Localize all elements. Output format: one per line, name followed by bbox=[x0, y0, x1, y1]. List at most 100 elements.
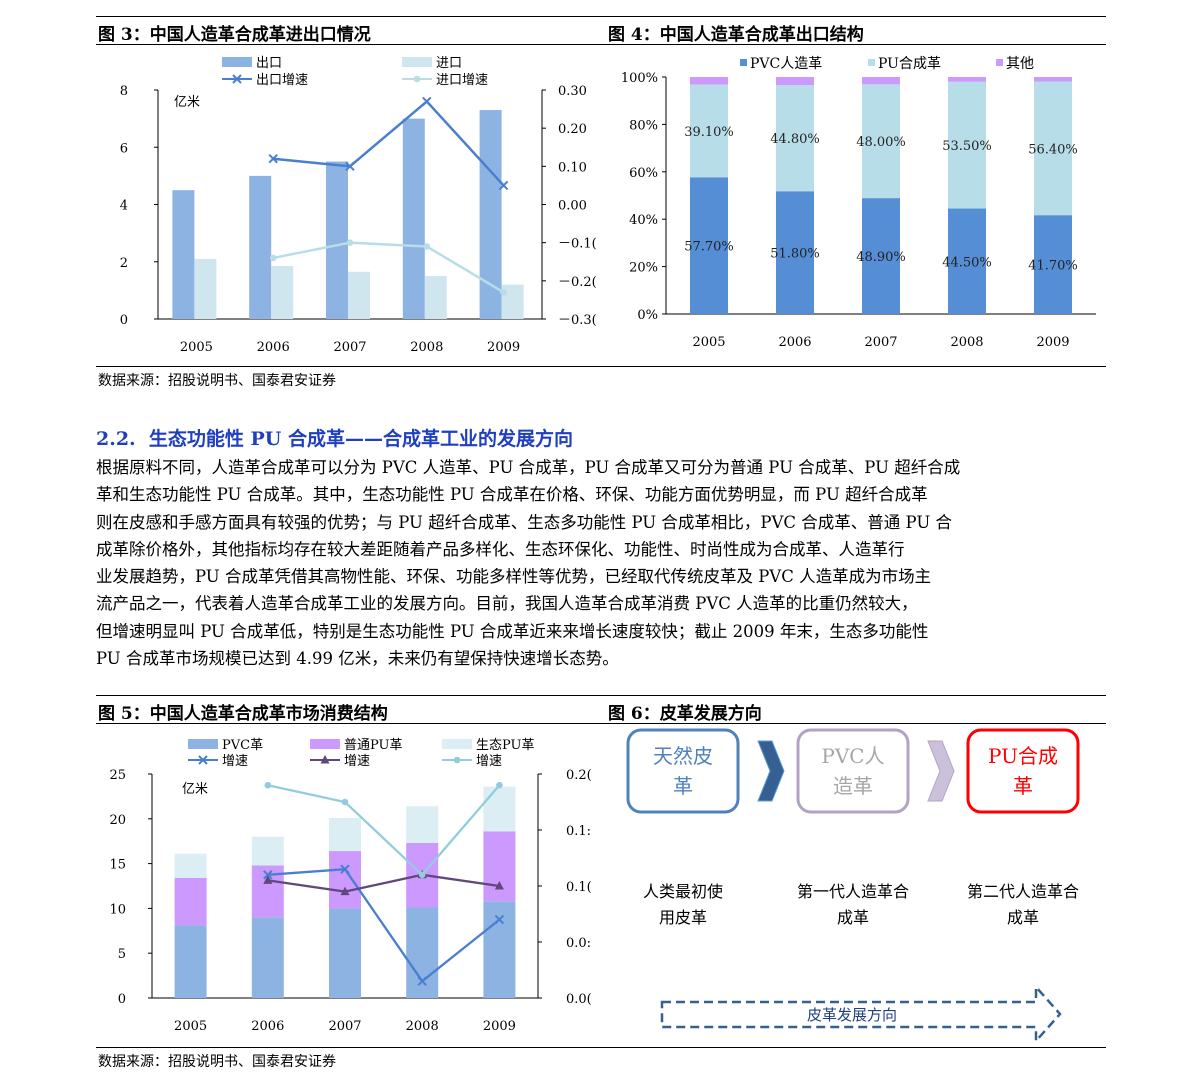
point-增速 bbox=[340, 886, 350, 896]
fig4-title: 图 4：中国人造革合成革出口结构 bbox=[608, 25, 864, 45]
data-label: 39.10% bbox=[684, 125, 734, 140]
y2-tick-label: －0.3( bbox=[558, 313, 597, 328]
y2-tick-label: 0.00 bbox=[558, 199, 587, 214]
stage-label: 造革 bbox=[833, 774, 873, 798]
stage-description: 用皮革 bbox=[659, 908, 707, 927]
bar-PVC人造革 bbox=[690, 177, 728, 314]
legend-item: PVC革 bbox=[222, 738, 263, 753]
bar-PVC人造革 bbox=[1034, 215, 1072, 314]
source-note: 数据来源：招股说明书、国泰君安证券 bbox=[98, 373, 336, 389]
y-tick-label: 100% bbox=[621, 71, 658, 86]
legend-item-marker bbox=[413, 75, 421, 83]
y-tick-label: 4 bbox=[120, 199, 128, 214]
point-增速 bbox=[340, 864, 350, 874]
data-label: 51.80% bbox=[770, 247, 820, 262]
legend-item: 增速 bbox=[222, 754, 248, 769]
point-增速 bbox=[417, 976, 427, 986]
fig5-chart: 0 5 10 15 20 25 0.0(0.0: 0.1(0.1: 0.2(亿米 2005 2006… bbox=[109, 738, 592, 1034]
bar-普通PU革 bbox=[483, 831, 516, 902]
legend-item: 普通PU革 bbox=[344, 738, 402, 753]
arrow-label: 皮革发展方向 bbox=[807, 1006, 897, 1024]
y2-tick-label: 0.2( bbox=[566, 768, 592, 783]
legend-swatch bbox=[868, 59, 875, 66]
point-增速 bbox=[263, 870, 273, 880]
bar-PU合成革 bbox=[948, 81, 986, 209]
legend-item-swatch bbox=[188, 739, 218, 749]
chevron-icon bbox=[757, 740, 785, 802]
x-tick-label: 2007 bbox=[328, 1019, 361, 1034]
y-tick-label: 60% bbox=[629, 166, 658, 181]
legend-item: 增速 bbox=[344, 754, 370, 769]
data-label: 48.00% bbox=[856, 135, 906, 150]
bar-PVC革 bbox=[406, 907, 439, 998]
bar-生态PU革 bbox=[406, 806, 439, 843]
legend-item: 生态PU革 bbox=[476, 738, 534, 753]
stage-label: PU合成 bbox=[988, 744, 1058, 768]
point-增速 bbox=[418, 871, 426, 879]
y-tick-label: 6 bbox=[120, 141, 128, 156]
legend-item-marker bbox=[198, 755, 208, 765]
stage-label: PVC人 bbox=[821, 744, 884, 768]
paragraph-line: 流产品之一，代表着人造革合成革工业的发展方向。目前，我国人造革合成革消费 PVC… bbox=[96, 594, 918, 614]
bar-生态PU革 bbox=[483, 786, 516, 832]
y-tick-label: 15 bbox=[109, 858, 126, 873]
point-增速 bbox=[263, 875, 273, 884]
legend-item-swatch bbox=[442, 739, 472, 749]
section-heading: 生态功能性 PU 合成革——合成革工业的发展方向 bbox=[148, 428, 573, 450]
stage-label: 革 bbox=[673, 774, 693, 798]
bar-PU合成革 bbox=[862, 84, 900, 199]
stage-box bbox=[966, 728, 1080, 814]
y2-tick-label: －0.2( bbox=[558, 275, 597, 290]
bar-PVC革 bbox=[251, 917, 284, 998]
direction-arrow-icon bbox=[660, 983, 1062, 1045]
legend-swatch bbox=[740, 59, 747, 66]
bar-PU合成革 bbox=[690, 84, 728, 178]
line-增速 bbox=[267, 784, 501, 877]
x-tick-label: 2008 bbox=[406, 1019, 439, 1034]
y-tick-label: 20 bbox=[109, 813, 126, 828]
legend-item-marker bbox=[232, 74, 242, 84]
bar-进口 bbox=[501, 284, 524, 319]
bar-出口 bbox=[249, 175, 272, 319]
y-tick-label: 8 bbox=[120, 84, 128, 99]
bar-生态PU革 bbox=[251, 836, 284, 866]
x-tick-label: 2009 bbox=[487, 340, 520, 355]
bar-其他 bbox=[948, 77, 986, 82]
stage-description: 人类最初使 bbox=[643, 882, 723, 901]
stage-label: 天然皮 bbox=[653, 744, 713, 768]
bar-生态PU革 bbox=[329, 817, 361, 852]
x-tick-label: 2006 bbox=[778, 335, 811, 350]
data-label: 48.90% bbox=[856, 250, 906, 265]
x-tick-label: 2009 bbox=[1036, 335, 1069, 350]
bar-生态PU革 bbox=[174, 853, 207, 878]
bar-出口 bbox=[326, 161, 348, 319]
legend-item: 出口 bbox=[256, 56, 282, 71]
y2-tick-label: 0.0: bbox=[566, 936, 591, 951]
bar-其他 bbox=[862, 77, 900, 85]
paragraph-line: 根据原料不同，人造革合成革可以分为 PVC 人造革、PU 合成革，PU 合成革又… bbox=[96, 458, 961, 477]
point-增速 bbox=[494, 914, 505, 925]
x-tick-label: 2005 bbox=[692, 335, 725, 350]
stage-description: 第一代人造革合 bbox=[797, 882, 909, 901]
line-进口增速 bbox=[272, 241, 505, 294]
source-note: 数据来源：招股说明书、国泰君安证券 bbox=[98, 1054, 336, 1070]
fig6-title: 图 6：皮革发展方向 bbox=[608, 704, 762, 724]
fig4-chart: 0% 20% 40% 60% 80% 100% 57.70% 39.10% 2005 51.80%… bbox=[621, 56, 1096, 350]
body-paragraph: 根据原料不同，人造革合成革可以分为 PVC 人造革、PU 合成革，PU 合成革又… bbox=[96, 454, 1126, 672]
bar-其他 bbox=[776, 77, 814, 86]
x-tick-label: 2006 bbox=[251, 1019, 284, 1034]
point-进口增速 bbox=[423, 243, 431, 250]
x-tick-label: 2008 bbox=[410, 340, 443, 355]
bar-进口 bbox=[271, 266, 294, 319]
legend-swatch bbox=[996, 59, 1003, 66]
data-label: 53.50% bbox=[942, 139, 992, 154]
y2-tick-label: 0.10 bbox=[558, 160, 587, 175]
bar-PVC革 bbox=[483, 901, 516, 998]
bar-出口 bbox=[479, 110, 502, 319]
legend-item: 进口增速 bbox=[436, 73, 488, 88]
y2-tick-label: 0.0( bbox=[566, 992, 592, 1007]
bar-其他 bbox=[1034, 77, 1072, 82]
bar-出口 bbox=[402, 118, 425, 319]
point-增速 bbox=[341, 798, 349, 806]
bar-PU合成革 bbox=[776, 85, 814, 192]
